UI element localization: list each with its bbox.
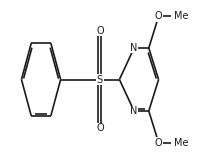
Text: O: O — [96, 123, 104, 133]
Text: S: S — [97, 75, 103, 84]
Text: N: N — [130, 43, 138, 53]
Text: Me: Me — [174, 11, 189, 21]
Text: O: O — [155, 138, 162, 148]
Text: Me: Me — [174, 138, 189, 148]
Text: N: N — [130, 106, 138, 116]
Text: O: O — [155, 11, 162, 21]
Text: O: O — [96, 26, 104, 36]
